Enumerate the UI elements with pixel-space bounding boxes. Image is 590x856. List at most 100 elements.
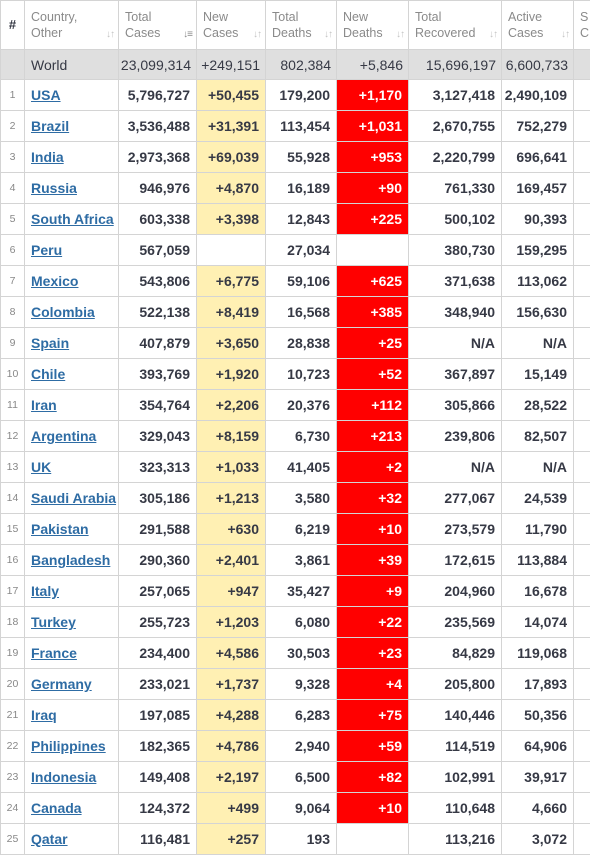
country-cell: Iran xyxy=(24,389,119,421)
country-link[interactable]: France xyxy=(31,645,77,661)
country-link[interactable]: Germany xyxy=(31,676,92,692)
col-header-total-deaths-label: Total Deaths xyxy=(272,10,312,40)
col-header-serious-critical[interactable]: S C xyxy=(573,0,590,50)
total-recovered-cell: 110,648 xyxy=(408,792,502,824)
country-cell: Peru xyxy=(24,234,119,266)
total-deaths-cell: 27,034 xyxy=(265,234,337,266)
new-cases-cell: +2,401 xyxy=(196,544,266,576)
total-deaths-cell: 3,861 xyxy=(265,544,337,576)
country-link[interactable]: Philippines xyxy=(31,738,106,754)
country-cell: USA xyxy=(24,79,119,111)
country-link[interactable]: USA xyxy=(31,87,61,103)
serious-cell xyxy=(573,513,590,545)
total-recovered-cell: 205,800 xyxy=(408,668,502,700)
country-link[interactable]: Brazil xyxy=(31,118,70,134)
new-deaths-cell: +82 xyxy=(336,761,409,793)
sort-icon[interactable]: ↓↑ xyxy=(489,29,498,40)
total-deaths-cell: 6,219 xyxy=(265,513,337,545)
new-cases-cell: +499 xyxy=(196,792,266,824)
country-link[interactable]: Saudi Arabia xyxy=(31,490,117,506)
total-cases-cell: 407,879 xyxy=(118,327,197,359)
country-link[interactable]: Italy xyxy=(31,583,60,599)
country-cell: South Africa xyxy=(24,203,119,235)
active-cases-cell: 24,539 xyxy=(501,482,574,514)
col-header-index[interactable]: # xyxy=(0,0,25,50)
sort-icon[interactable]: ↓↑ xyxy=(396,29,405,40)
country-link[interactable]: Argentina xyxy=(31,428,97,444)
active-cases-cell: 16,678 xyxy=(501,575,574,607)
col-header-total-recovered[interactable]: Total Recovered ↓↑ xyxy=(408,0,502,50)
country-link[interactable]: Iran xyxy=(31,397,57,413)
table-row: 16 Bangladesh 290,360 +2,401 3,861 +39 172,615… xyxy=(0,544,590,576)
total-cases-cell: 567,059 xyxy=(118,234,197,266)
header-row: # Country, Other ↓↑ Total Cases ↓≡ New C… xyxy=(0,0,590,50)
table-row: 17 Italy 257,065 +947 35,427 +9 204,960 16,678 xyxy=(0,575,590,607)
total-cases-cell: 323,313 xyxy=(118,451,197,483)
active-cases-cell: 39,917 xyxy=(501,761,574,793)
new-deaths-cell: +10 xyxy=(336,513,409,545)
country-link[interactable]: Turkey xyxy=(31,614,76,630)
sort-active-icon[interactable]: ↓≡ xyxy=(183,29,193,40)
total-cases-cell: 946,976 xyxy=(118,172,197,204)
total-cases-cell: 3,536,488 xyxy=(118,110,197,142)
row-index: 16 xyxy=(0,544,25,576)
country-link[interactable]: Indonesia xyxy=(31,769,97,785)
total-cases-cell: 124,372 xyxy=(118,792,197,824)
country-link[interactable]: Qatar xyxy=(31,831,68,847)
table-row: 24 Canada 124,372 +499 9,064 +10 110,648 4,660 xyxy=(0,792,590,824)
country-link[interactable]: UK xyxy=(31,459,52,475)
total-deaths-cell: 9,064 xyxy=(265,792,337,824)
country-link[interactable]: Bangladesh xyxy=(31,552,111,568)
country-link[interactable]: Peru xyxy=(31,242,63,258)
total-cases-cell: 257,065 xyxy=(118,575,197,607)
new-deaths-cell: +953 xyxy=(336,141,409,173)
country-link[interactable]: India xyxy=(31,149,64,165)
col-header-active-cases[interactable]: Active Cases ↓↑ xyxy=(501,0,574,50)
col-header-country[interactable]: Country, Other ↓↑ xyxy=(24,0,119,50)
active-cases-cell: 11,790 xyxy=(501,513,574,545)
row-index: 25 xyxy=(0,823,25,855)
country-link[interactable]: Russia xyxy=(31,180,77,196)
active-cases-cell: 159,295 xyxy=(501,234,574,266)
country-link[interactable]: Spain xyxy=(31,335,70,351)
active-cases-cell: N/A xyxy=(501,451,574,483)
country-link[interactable]: Chile xyxy=(31,366,66,382)
sort-icon[interactable]: ↓↑ xyxy=(324,29,333,40)
col-header-new-cases[interactable]: New Cases ↓↑ xyxy=(196,0,266,50)
total-deaths-cell: 6,283 xyxy=(265,699,337,731)
sort-icon[interactable]: ↓↑ xyxy=(106,29,115,40)
table-row: 22 Philippines 182,365 +4,786 2,940 +59 114,51… xyxy=(0,730,590,762)
col-header-total-deaths[interactable]: Total Deaths ↓↑ xyxy=(265,0,337,50)
new-deaths-cell: +385 xyxy=(336,296,409,328)
country-cell: Pakistan xyxy=(24,513,119,545)
new-deaths-cell: +2 xyxy=(336,451,409,483)
country-cell: UK xyxy=(24,451,119,483)
world-name: World xyxy=(24,49,119,80)
table-row: 25 Qatar 116,481 +257 193 113,216 3,072 xyxy=(0,823,590,855)
table-row: 9 Spain 407,879 +3,650 28,838 +25 N/A N/A xyxy=(0,327,590,359)
new-deaths-cell xyxy=(336,234,409,266)
new-cases-cell: +1,033 xyxy=(196,451,266,483)
serious-cell xyxy=(573,668,590,700)
country-link[interactable]: Pakistan xyxy=(31,521,89,537)
sort-icon[interactable]: ↓↑ xyxy=(561,29,570,40)
new-deaths-cell xyxy=(336,823,409,855)
serious-cell xyxy=(573,296,590,328)
country-link[interactable]: South Africa xyxy=(31,211,114,227)
country-link[interactable]: Mexico xyxy=(31,273,79,289)
country-link[interactable]: Iraq xyxy=(31,707,57,723)
active-cases-cell: 3,072 xyxy=(501,823,574,855)
col-header-new-deaths[interactable]: New Deaths ↓↑ xyxy=(336,0,409,50)
table-row: 14 Saudi Arabia 305,186 +1,213 3,580 +32 277,0… xyxy=(0,482,590,514)
new-cases-cell: +6,775 xyxy=(196,265,266,297)
country-link[interactable]: Colombia xyxy=(31,304,95,320)
row-index: 7 xyxy=(0,265,25,297)
col-header-total-cases[interactable]: Total Cases ↓≡ xyxy=(118,0,197,50)
sort-icon[interactable]: ↓↑ xyxy=(253,29,262,40)
total-recovered-cell: 204,960 xyxy=(408,575,502,607)
total-deaths-cell: 113,454 xyxy=(265,110,337,142)
country-link[interactable]: Canada xyxy=(31,800,82,816)
total-cases-cell: 291,588 xyxy=(118,513,197,545)
active-cases-cell: 15,149 xyxy=(501,358,574,390)
new-deaths-cell: +75 xyxy=(336,699,409,731)
